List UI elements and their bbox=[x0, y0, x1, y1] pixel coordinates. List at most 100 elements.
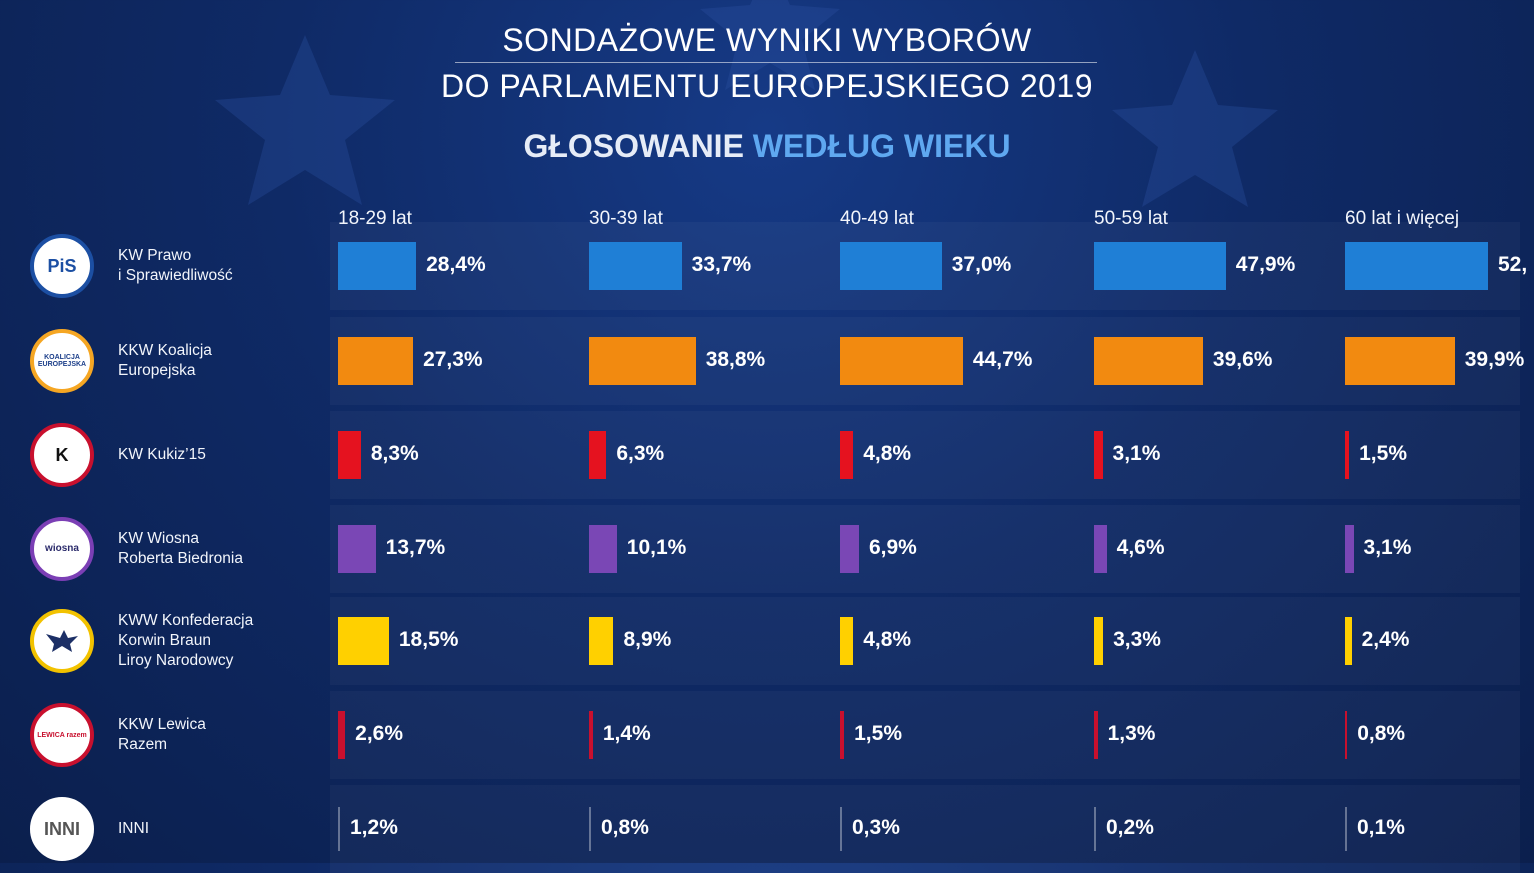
bar-2-1 bbox=[589, 431, 607, 479]
data-label-6-0: 1,2% bbox=[350, 816, 398, 839]
bar-4-4 bbox=[1345, 617, 1352, 665]
party-name-line: KWW Konfederacja bbox=[118, 612, 254, 629]
bar-3-4 bbox=[1345, 525, 1354, 573]
chart-title-line-2: DO PARLAMENTU EUROPEJSKIEGO 2019 bbox=[440, 68, 1094, 104]
eagle-icon bbox=[46, 630, 78, 652]
bar-6-4 bbox=[1345, 807, 1347, 851]
bar-4-2 bbox=[840, 617, 854, 665]
data-label-2-4: 1,5% bbox=[1359, 442, 1407, 465]
party-name-line: Korwin Braun bbox=[118, 632, 212, 649]
data-label-3-1: 10,1% bbox=[626, 536, 687, 559]
bar-6-2 bbox=[840, 807, 842, 851]
party-name-line: KKW Lewica bbox=[118, 716, 206, 733]
row-band-6 bbox=[330, 785, 1520, 873]
row-band-2 bbox=[330, 411, 1520, 499]
data-label-2-3: 3,1% bbox=[1112, 442, 1161, 465]
bar-4-1 bbox=[589, 617, 614, 665]
party-name-line: Razem bbox=[118, 736, 168, 753]
bar-1-3 bbox=[1094, 337, 1203, 385]
data-label-3-4: 3,1% bbox=[1363, 536, 1412, 559]
column-label-4: 60 lat i więcej bbox=[1345, 208, 1460, 229]
party-logo-icon: INNI bbox=[30, 797, 94, 861]
party-logo-icon: KOALICJA EUROPEJSKA bbox=[30, 329, 94, 393]
party-logo-icon: PiS bbox=[30, 234, 94, 298]
data-label-3-2: 6,9% bbox=[868, 536, 917, 559]
data-label-5-2: 1,5% bbox=[854, 722, 902, 745]
data-label-5-4: 0,8% bbox=[1357, 722, 1406, 745]
bar-6-0 bbox=[338, 807, 340, 851]
row-band-3 bbox=[330, 505, 1520, 593]
party-name: KW Prawo i Sprawiedliwość bbox=[118, 246, 233, 286]
chart-subtitle: GŁOSOWANIE WEDŁUG WIEKU bbox=[0, 128, 1534, 165]
column-label-1: 30-39 lat bbox=[589, 208, 663, 229]
bar-2-2 bbox=[840, 431, 854, 479]
bar-2-3 bbox=[1094, 431, 1103, 479]
data-label-5-3: 1,3% bbox=[1107, 722, 1156, 745]
party-name-line: KKW Koalicja bbox=[118, 342, 212, 359]
bar-0-0 bbox=[338, 242, 417, 290]
data-label-0-1: 33,7% bbox=[691, 253, 752, 276]
data-label-6-1: 0,8% bbox=[601, 816, 649, 839]
data-label-3-0: 13,7% bbox=[385, 536, 446, 559]
party-logo-icon: wiosna bbox=[30, 517, 94, 581]
bar-1-4 bbox=[1345, 337, 1455, 385]
data-label-5-0: 2,6% bbox=[355, 722, 404, 745]
bar-5-4 bbox=[1345, 711, 1348, 759]
data-label-1-4: 39,9% bbox=[1464, 348, 1525, 371]
bar-1-1 bbox=[589, 337, 696, 385]
data-label-4-0: 18,5% bbox=[398, 628, 459, 651]
party-logo-icon: K bbox=[30, 423, 94, 487]
data-label-3-3: 4,6% bbox=[1116, 536, 1165, 559]
data-label-6-2: 0,3% bbox=[852, 816, 900, 839]
bar-3-3 bbox=[1094, 525, 1107, 573]
subtitle-highlight: WEDŁUG WIEKU bbox=[752, 128, 1011, 164]
data-label-1-1: 38,8% bbox=[705, 348, 766, 371]
title-divider bbox=[455, 62, 1097, 63]
bar-6-1 bbox=[589, 807, 591, 851]
bar-5-1 bbox=[589, 711, 593, 759]
bar-5-0 bbox=[338, 711, 346, 759]
bar-1-0 bbox=[338, 337, 414, 385]
party-name-line: INNI bbox=[118, 820, 149, 837]
party-name: KW Kukiz’15 bbox=[118, 445, 206, 465]
data-label-1-0: 27,3% bbox=[423, 348, 483, 371]
bar-4-0 bbox=[338, 617, 389, 665]
data-label-2-0: 8,3% bbox=[370, 442, 419, 465]
party-name: KKW Koalicja Europejska bbox=[118, 341, 212, 381]
bar-0-4 bbox=[1345, 242, 1488, 290]
bar-2-0 bbox=[338, 431, 361, 479]
bar-2-4 bbox=[1345, 431, 1350, 479]
data-label-5-1: 1,4% bbox=[602, 722, 651, 745]
bar-3-0 bbox=[338, 525, 376, 573]
party-name-line: Liroy Narodowcy bbox=[118, 652, 234, 669]
data-label-0-3: 47,9% bbox=[1235, 253, 1296, 276]
chart-title-line-1: SONDAŻOWE WYNIKI WYBORÓW bbox=[502, 22, 1032, 58]
bar-5-2 bbox=[840, 711, 845, 759]
bar-1-2 bbox=[840, 337, 963, 385]
data-label-2-2: 4,8% bbox=[863, 442, 912, 465]
data-label-6-4: 0,1% bbox=[1357, 816, 1405, 839]
party-name-line: KW Prawo bbox=[118, 247, 192, 264]
bar-5-3 bbox=[1094, 711, 1098, 759]
data-label-0-4: 52, bbox=[1498, 253, 1528, 276]
party-name: KW Wiosna Roberta Biedronia bbox=[118, 529, 243, 569]
bar-0-1 bbox=[589, 242, 682, 290]
party-name-line: i Sprawiedliwość bbox=[118, 267, 233, 284]
eu-stars-background bbox=[215, 0, 1278, 207]
party-name: KWW Konfederacja Korwin Braun Liroy Narodo… bbox=[118, 611, 253, 671]
party-logo-icon: LEWICA razem bbox=[30, 703, 94, 767]
bar-3-1 bbox=[589, 525, 617, 573]
data-label-4-4: 2,4% bbox=[1361, 628, 1410, 651]
party-name: KKW Lewica Razem bbox=[118, 715, 206, 755]
bar-0-2 bbox=[840, 242, 942, 290]
data-label-6-3: 0,2% bbox=[1106, 816, 1154, 839]
bar-3-2 bbox=[840, 525, 859, 573]
data-label-4-2: 4,8% bbox=[863, 628, 912, 651]
column-label-2: 40-49 lat bbox=[840, 208, 914, 229]
party-logo-icon bbox=[30, 609, 94, 673]
column-label-0: 18-29 lat bbox=[338, 208, 412, 229]
party-name-line: Europejska bbox=[118, 362, 196, 379]
subtitle-text: GŁOSOWANIE bbox=[523, 128, 753, 164]
party-name: INNI bbox=[118, 819, 149, 839]
data-label-4-3: 3,3% bbox=[1113, 628, 1161, 651]
